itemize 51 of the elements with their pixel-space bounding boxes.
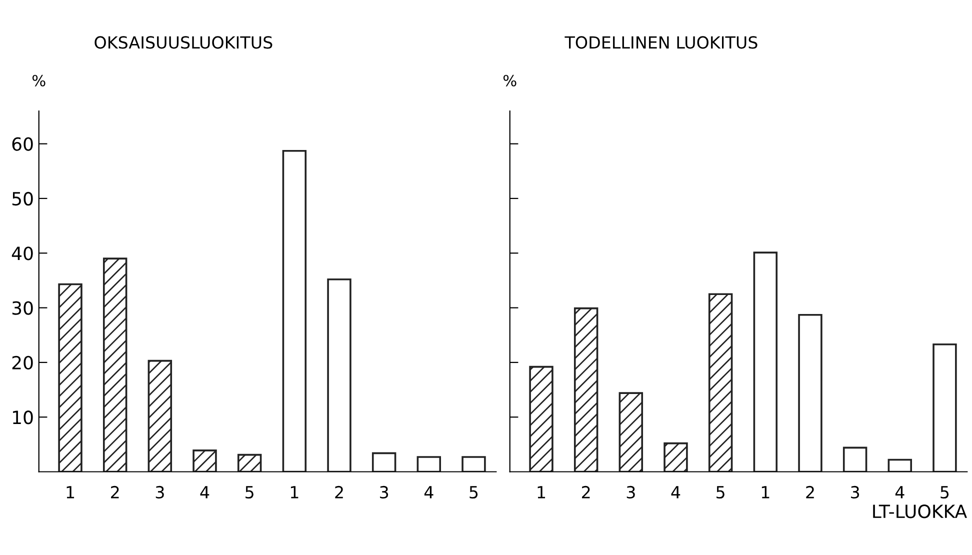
y-tick-label: 50	[12, 192, 33, 206]
x-tick-label: 1	[66, 486, 74, 498]
x-tick-label: 4	[671, 486, 680, 498]
x-tick-label: 1	[538, 486, 546, 498]
y-axis-title: %	[32, 74, 46, 86]
x-tick-label: 3	[380, 486, 388, 499]
x-tick-label: 4	[895, 486, 904, 498]
bar	[148, 360, 172, 472]
x-tick-label: 4	[424, 486, 434, 498]
bar	[664, 442, 688, 472]
bar	[842, 446, 868, 472]
x-tick-label: 3	[626, 486, 635, 499]
bar	[102, 258, 128, 472]
bar	[237, 454, 262, 472]
y-tick-label: 20	[12, 356, 33, 370]
bar	[462, 456, 486, 472]
y-tick-label: 30	[12, 301, 33, 315]
y-tick-label: 10	[13, 410, 33, 424]
x-tick-label: 5	[246, 486, 254, 499]
x-tick-label: 1	[762, 486, 770, 498]
x-tick-label: 2	[582, 486, 590, 498]
y-tick-label: 60	[12, 137, 33, 151]
bar	[618, 392, 644, 472]
bar	[888, 458, 912, 472]
x-tick-label: 3	[156, 486, 164, 499]
bar	[372, 452, 396, 472]
bar	[58, 283, 82, 472]
bar	[708, 293, 733, 472]
bar	[932, 343, 957, 472]
x-tick-label: 4	[200, 486, 210, 498]
bar	[192, 450, 217, 472]
x-tick-label: 2	[111, 486, 119, 498]
x-tick-label: 5	[470, 486, 478, 499]
bar	[416, 456, 442, 472]
x-tick-label: 5	[716, 486, 724, 499]
x-tick-label: 2	[806, 486, 814, 498]
x-tick-label: 5	[940, 486, 949, 499]
bar	[327, 278, 352, 472]
x-tick-label: 3	[851, 486, 860, 499]
x-tick-label: 2	[335, 486, 343, 498]
y-tick-label: 40	[12, 246, 33, 260]
bar	[529, 366, 554, 472]
y-axis-title: %	[503, 74, 516, 86]
chart-title: TODELLINEN LUOKITUS	[564, 36, 758, 49]
bar	[753, 252, 778, 472]
x-axis-title: LT-LUOKKA	[873, 504, 967, 518]
chart-title: OKSAISUUSLUOKITUS	[94, 36, 272, 49]
bar	[798, 314, 822, 472]
bar	[574, 307, 598, 472]
bar	[282, 150, 307, 472]
x-tick-label: 1	[290, 486, 298, 498]
